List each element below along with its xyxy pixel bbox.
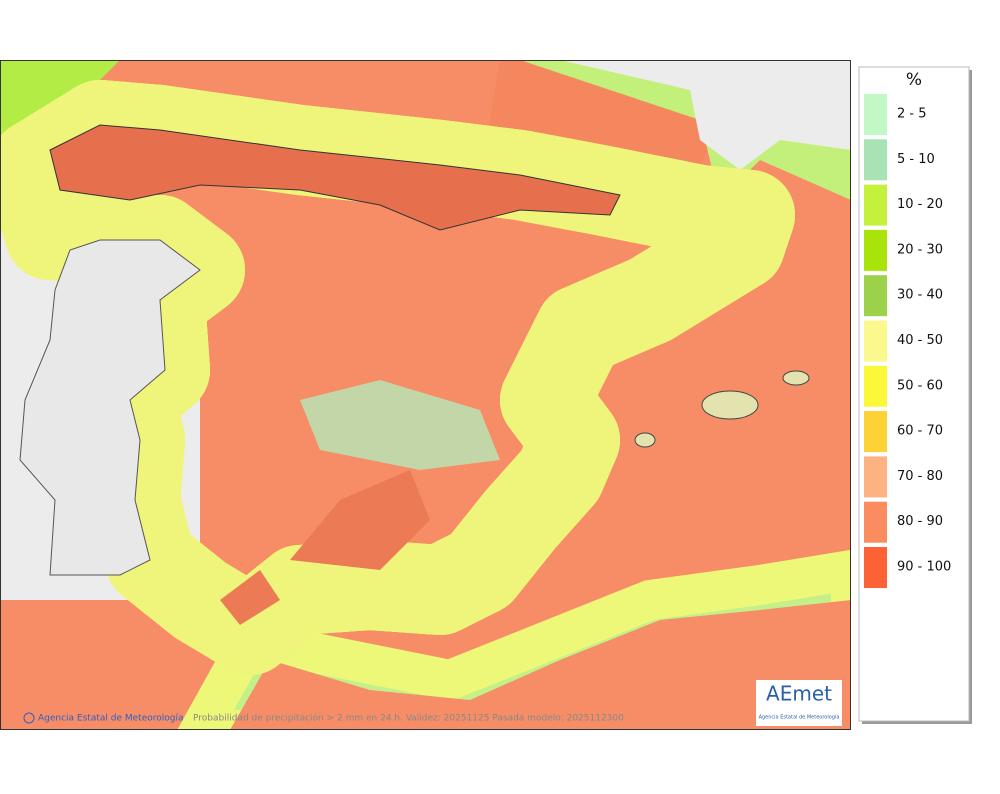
- legend-items: 2 - 5 5 - 10 10 - 20 20 - 30 30 - 40 40 - 50 5…: [864, 94, 951, 588]
- portugal: [19, 239, 201, 576]
- legend-label: 90 - 100: [897, 560, 951, 575]
- legend-label: 2 - 5: [897, 107, 927, 122]
- legend-swatch: [864, 275, 887, 317]
- caption: Probabilidad de precipitación > 2 mm en …: [193, 713, 624, 724]
- copyright-icon: [23, 712, 35, 724]
- legend-label: 40 - 50: [897, 333, 943, 348]
- legend-swatch: [864, 184, 887, 226]
- credit: Agencia Estatal de Meteorología: [38, 714, 184, 724]
- map-frame: [0, 60, 851, 730]
- africa: [230, 600, 851, 730]
- legend-label: 5 - 10: [897, 152, 935, 167]
- legend-label: 10 - 20: [897, 197, 943, 212]
- legend-swatch: [864, 365, 887, 407]
- logo-name: AEmet: [766, 682, 832, 706]
- legend-label: 50 - 60: [897, 378, 943, 393]
- legend-label: 20 - 30: [897, 242, 943, 257]
- legend-swatch: [864, 94, 887, 135]
- france-land: [560, 60, 851, 170]
- legend-label: 80 - 90: [897, 514, 943, 529]
- balearics: [634, 370, 810, 448]
- legend-swatch: [864, 547, 887, 588]
- legend-label: 60 - 70: [897, 424, 943, 439]
- logo-subtitle: Agencia Estatal de Meteorología: [759, 714, 840, 721]
- legend-swatch: [864, 320, 887, 362]
- north-rain: [49, 124, 621, 231]
- logo-box: [756, 680, 842, 726]
- centre-band: [300, 380, 500, 470]
- legend-swatch: [864, 411, 887, 453]
- legend-label: 70 - 80: [897, 469, 943, 484]
- legend-swatch: [864, 139, 887, 181]
- legend-label: 30 - 40: [897, 288, 943, 303]
- map: Agencia Estatal de Meteorología Probabil…: [0, 60, 851, 730]
- legend-title: %: [906, 70, 922, 90]
- south-rain: [220, 470, 430, 625]
- legend-swatch: [864, 456, 887, 498]
- legend-swatch: [864, 229, 887, 271]
- legend-swatch: [864, 501, 887, 543]
